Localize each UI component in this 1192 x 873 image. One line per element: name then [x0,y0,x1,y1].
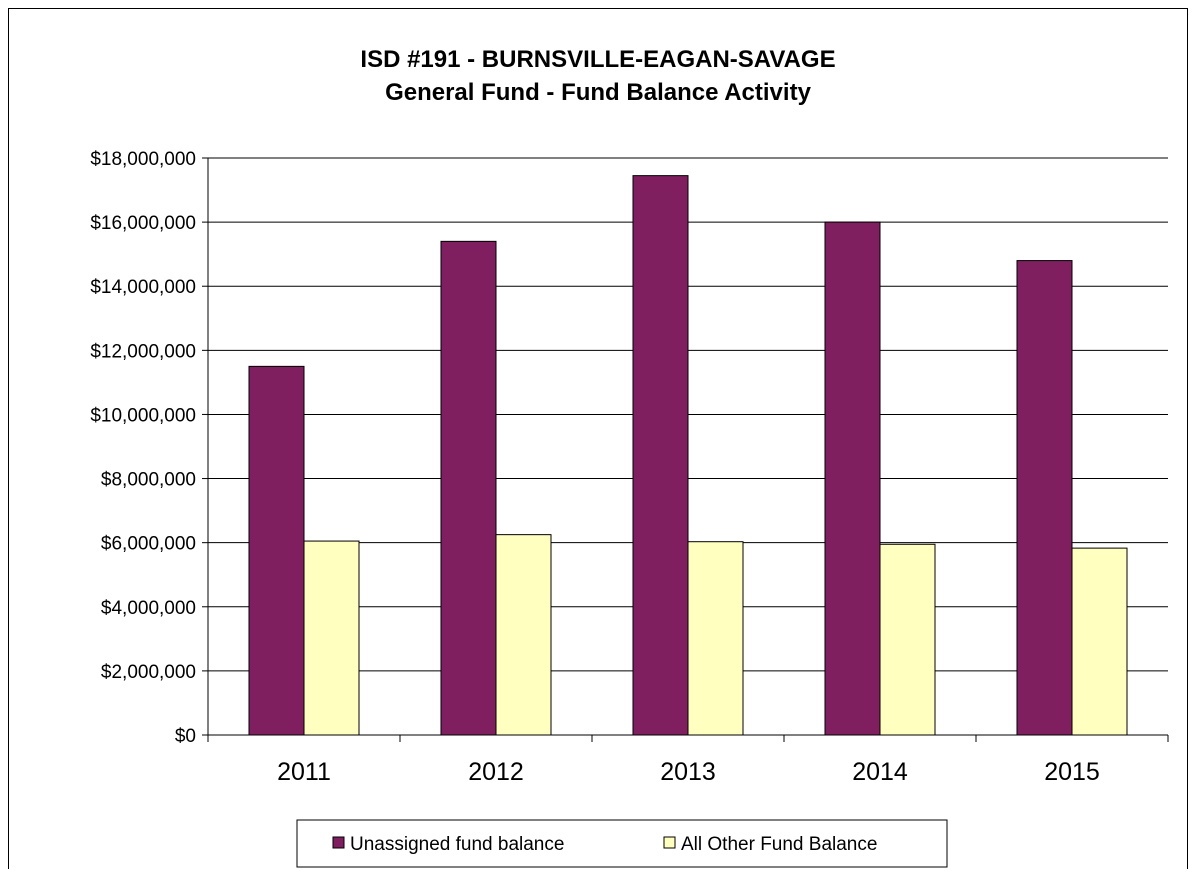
y-tick-label: $10,000,000 [90,405,196,426]
y-tick-label: $12,000,000 [90,341,196,362]
axes [202,157,1169,742]
bar-all-other-2011 [303,540,360,736]
legend-swatch [332,836,345,849]
x-tick-label: 2015 [1044,758,1100,786]
x-tick-label: 2012 [468,758,524,786]
bar-all-other-2013 [687,541,744,736]
legend-swatch [663,836,676,849]
bars [248,175,1128,736]
y-tick-label: $6,000,000 [101,534,196,555]
bar-all-other-2012 [495,534,552,736]
bar-unassigned-2011 [248,365,305,736]
y-tick-label: $14,000,000 [90,277,196,298]
legend: Unassigned fund balance All Other Fund Ba… [296,819,948,868]
y-tick-label: $4,000,000 [101,598,196,619]
y-tick-label: $16,000,000 [90,213,196,234]
x-tick-labels: 2011 2012 2013 2014 2015 [277,758,1100,786]
legend-label: All Other Fund Balance [681,834,877,855]
bar-all-other-2015 [1071,547,1128,736]
x-tick-label: 2013 [660,758,716,786]
x-tick-label: 2014 [852,758,908,786]
bar-unassigned-2015 [1016,260,1073,736]
y-tick-labels: $0 $2,000,000 $4,000,000 $6,000,000 $8,000,0… [90,149,196,747]
chart-title: ISD #191 - BURNSVILLE-EAGAN-SAVAGE [360,46,835,73]
chart-frame [8,8,1188,869]
legend-box [296,819,948,868]
bar-all-other-2014 [879,543,936,736]
y-tick-label: $0 [175,726,196,747]
y-tick-label: $8,000,000 [101,470,196,491]
legend-label: Unassigned fund balance [350,834,564,855]
bar-unassigned-2014 [824,221,881,736]
bar-unassigned-2013 [632,175,689,736]
bar-unassigned-2012 [440,240,497,736]
x-tick-label: 2011 [277,758,331,786]
y-tick-label: $18,000,000 [90,149,196,170]
chart-subtitle: General Fund - Fund Balance Activity [385,79,812,106]
y-tick-label: $2,000,000 [101,662,196,683]
